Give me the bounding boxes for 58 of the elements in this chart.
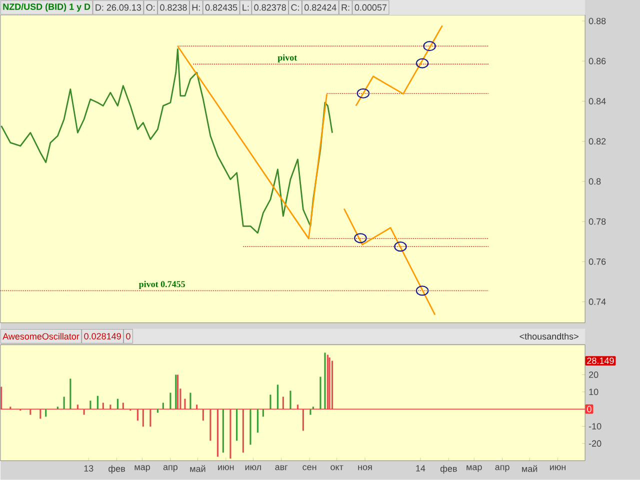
x-tick-label: фев [440,465,457,474]
text: 0.82424 [304,4,336,11]
text: R: [342,4,350,11]
series-label: pivot 0.7455 [138,281,185,290]
y-tick-label: 0.82 [588,138,606,145]
point [354,233,367,244]
text: AwesomeOscillator [2,333,80,340]
text: O: [146,4,155,11]
x-tick-label: 14 [416,465,426,472]
text: C: [291,4,299,11]
text: <thousandths> [520,333,578,340]
x-tick-label: июл [245,465,261,470]
text: 0.82378 [254,4,286,11]
text: 0.00057 [354,4,386,11]
point [423,41,436,52]
y-tick-label: -20 [588,440,602,447]
y-tick-label: 0.8 [588,178,601,185]
y-tick-label: 0.88 [588,18,606,24]
y-tick-label: 20 [589,372,598,378]
x-tick-label: мар [134,465,150,472]
y-tick-label: 0.78 [588,218,606,225]
text: L: [242,4,249,11]
y-tick-label: 10 [589,388,598,396]
point [356,88,370,99]
point [394,242,407,252]
y-tick-label: 0.74 [588,298,606,306]
series-label: pivot [278,54,298,63]
x-tick-label: июн [218,465,234,470]
x-tick-label: май [190,465,206,472]
ref-line-label: 0 [587,406,592,412]
point [416,286,429,296]
x-tick-label: авг [275,465,288,470]
point [416,58,429,69]
text: 0 [126,333,130,340]
x-tick-label: мар [466,465,482,472]
x-tick-label: апр [163,465,178,472]
line-series [343,208,436,316]
line-series [355,25,443,107]
text: 0.8238 [160,4,187,11]
text: 0.82435 [205,4,238,11]
y-tick-label: 0.86 [588,58,606,64]
y-tick-label: -10 [588,423,602,430]
x-tick-label: июн [550,465,566,470]
text: 28.149 [587,358,614,364]
x-tick-label: 13 [84,465,94,472]
text: NZD/USD (BID) 1 y D [3,3,90,12]
y-tick-label: 0.84 [588,98,606,105]
text: 0.028149 [84,333,121,340]
x-tick-label: апр [495,465,510,472]
x-tick-label: окт [330,465,344,470]
y-tick-label: 0.76 [588,258,606,265]
line-series [0,48,333,234]
x-tick-label: май [522,465,538,472]
x-tick-label: ноя [358,465,372,470]
text: H: [192,4,200,11]
text: D: 26.09.13 [96,4,142,11]
x-tick-label: сен [302,465,316,470]
x-tick-label: фев [108,465,125,474]
